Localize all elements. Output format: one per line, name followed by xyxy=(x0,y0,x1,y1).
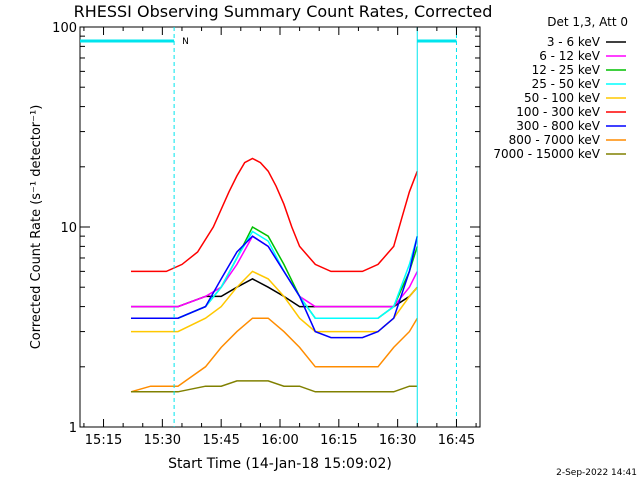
y-axis-label: Corrected Count Rate (s⁻¹ detector⁻¹) xyxy=(29,105,44,350)
x-tick-label-0: 15:15 xyxy=(85,433,122,448)
x-tick-label-1: 15:30 xyxy=(144,433,181,448)
series-line-7 xyxy=(130,317,418,393)
legend-label-4: 50 - 100 keV xyxy=(524,91,601,105)
y-tick-label-1: 10 xyxy=(60,221,77,236)
legend-label-8: 7000 - 15000 keV xyxy=(493,147,600,161)
series-line-8 xyxy=(131,380,418,393)
series-line-6 xyxy=(131,235,419,339)
y-tick-label-2: 100 xyxy=(52,21,77,36)
x-tick-label-4: 16:15 xyxy=(320,433,357,448)
legend-label-2: 12 - 25 keV xyxy=(532,63,601,77)
x-tick-label-2: 15:45 xyxy=(202,433,239,448)
legend-label-6: 300 - 800 keV xyxy=(516,119,600,133)
night-label-left: N xyxy=(182,37,189,47)
x-axis-label: Start Time (14-Jan-18 15:09:02) xyxy=(168,456,392,472)
x-tick-label-6: 16:45 xyxy=(438,433,475,448)
x-tick-label-5: 16:30 xyxy=(379,433,416,448)
legend-label-5: 100 - 300 keV xyxy=(516,105,600,119)
legend-label-3: 25 - 50 keV xyxy=(532,77,601,91)
series-layer xyxy=(130,157,419,393)
legend-label-7: 800 - 7000 keV xyxy=(509,133,601,147)
plot-frame xyxy=(79,26,481,428)
y-tick-label-0: 1 xyxy=(69,421,77,436)
annotation-layer: N xyxy=(80,27,457,427)
legend-label-1: 6 - 12 keV xyxy=(539,49,601,63)
series-line-5 xyxy=(131,157,419,273)
legend-header: Det 1,3, Att 0 xyxy=(547,15,628,29)
y-axis: 1 10 100 xyxy=(52,21,480,436)
chart-title: RHESSI Observing Summary Count Rates, Co… xyxy=(74,2,493,21)
timestamp-footer: 2-Sep-2022 14:41 xyxy=(556,468,637,478)
legend-label-0: 3 - 6 keV xyxy=(547,35,601,49)
x-axis: 15:15 15:30 15:45 16:00 16:15 16:30 16:45 xyxy=(83,27,477,448)
x-tick-label-3: 16:00 xyxy=(261,433,298,448)
